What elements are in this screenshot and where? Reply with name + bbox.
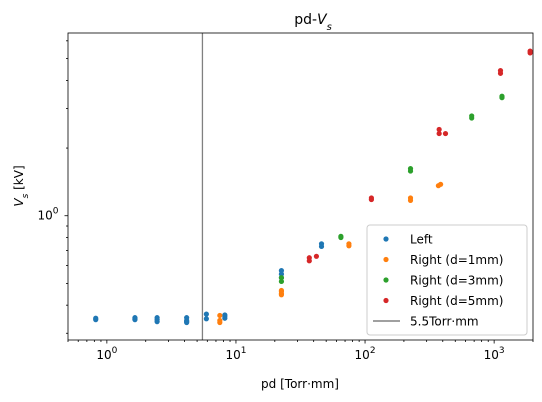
data-point bbox=[497, 68, 504, 74]
x-tick-label: 102 bbox=[355, 346, 376, 362]
data-point bbox=[203, 311, 209, 317]
data-point bbox=[217, 312, 223, 319]
data-point bbox=[407, 195, 414, 201]
legend-label: Right (d=5mm) bbox=[410, 294, 503, 308]
data-point bbox=[306, 255, 312, 261]
x-tick-label: 103 bbox=[484, 346, 505, 362]
data-point bbox=[278, 278, 285, 285]
data-point bbox=[313, 253, 320, 259]
data-point bbox=[469, 113, 475, 119]
data-point bbox=[184, 315, 190, 321]
data-point bbox=[217, 317, 223, 324]
data-point bbox=[407, 166, 414, 172]
data-point bbox=[318, 241, 325, 247]
legend-marker bbox=[383, 256, 389, 263]
data-point bbox=[338, 233, 344, 239]
y-axis-ticks: 100 bbox=[37, 40, 68, 334]
y-tick-label: 100 bbox=[37, 207, 58, 223]
data-point bbox=[278, 292, 285, 298]
legend-label: Right (d=3mm) bbox=[410, 274, 503, 288]
legend-label: Left bbox=[410, 233, 433, 247]
legend-box bbox=[366, 224, 528, 336]
data-point bbox=[346, 241, 352, 247]
x-axis-ticks: 100 101 102 103 bbox=[67, 340, 534, 362]
legend-label: 5.5Torr·mm bbox=[410, 315, 479, 329]
legend: Left Right (d=1mm) Right (d=3mm) Right (d=5… bbox=[366, 224, 528, 336]
data-points-layer bbox=[93, 48, 533, 326]
data-point bbox=[278, 275, 285, 281]
data-point bbox=[368, 195, 374, 201]
data-point bbox=[184, 319, 190, 325]
legend-marker bbox=[383, 277, 389, 283]
chart-title: pd-Vs bbox=[294, 12, 332, 33]
data-point bbox=[278, 287, 285, 294]
data-point bbox=[442, 130, 449, 137]
data-point bbox=[278, 268, 285, 274]
data-point bbox=[438, 181, 444, 187]
legend-marker bbox=[383, 297, 389, 304]
data-point bbox=[93, 315, 99, 321]
legend-marker bbox=[383, 236, 389, 242]
plot-frame bbox=[67, 32, 534, 341]
x-tick-label: 100 bbox=[96, 346, 117, 362]
data-point bbox=[527, 48, 533, 54]
legend-label: Right (d=1mm) bbox=[410, 253, 503, 267]
y-axis-label: Vs [kV] bbox=[12, 165, 31, 206]
data-point bbox=[203, 316, 209, 322]
data-point bbox=[436, 130, 442, 137]
x-tick-label: 101 bbox=[225, 346, 246, 362]
data-point bbox=[154, 315, 160, 321]
data-point bbox=[436, 126, 442, 133]
data-point bbox=[222, 312, 228, 318]
x-axis-label: pd [Torr·mm] bbox=[261, 377, 339, 391]
data-point bbox=[132, 316, 138, 322]
data-point bbox=[499, 93, 505, 99]
